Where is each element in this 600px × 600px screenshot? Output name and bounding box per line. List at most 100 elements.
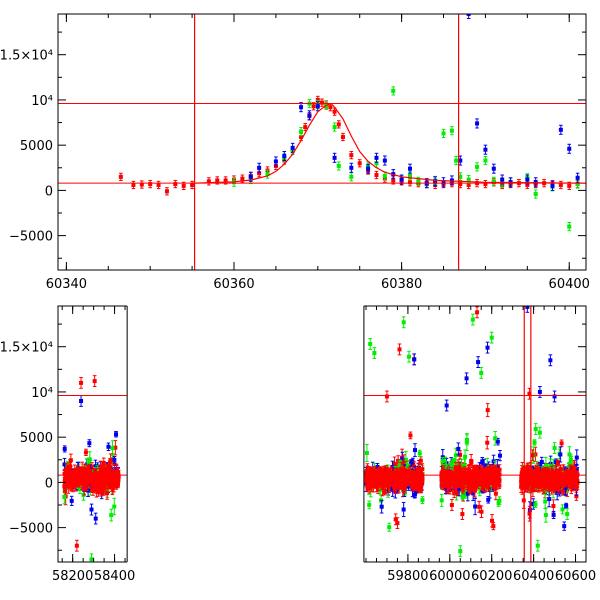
data-point: [131, 182, 136, 187]
data-point: [91, 484, 96, 489]
data-point: [458, 158, 463, 163]
data-point: [456, 446, 461, 451]
data-point: [420, 498, 425, 503]
data-point: [408, 173, 412, 178]
top-panel: 60340 60360 60380 60400 −5000 0 5000 10⁴ 1.5×10⁴: [0, 13, 590, 292]
data-point: [62, 484, 67, 489]
data-point: [112, 474, 117, 479]
data-point: [381, 478, 386, 483]
data-point: [282, 154, 287, 159]
data-point: [65, 462, 70, 467]
data-point: [315, 104, 320, 109]
data-point: [401, 460, 406, 465]
data-point: [103, 478, 108, 483]
data-point: [332, 125, 337, 130]
data-point: [417, 451, 422, 456]
data-point: [370, 470, 375, 475]
data-point: [495, 439, 500, 444]
data-point: [452, 491, 457, 496]
data-point: [102, 470, 107, 475]
data-point: [374, 474, 379, 479]
data-point: [477, 465, 482, 470]
data-point: [454, 158, 459, 163]
data-point: [364, 478, 369, 483]
data-point: [420, 467, 425, 472]
y-tick-label: 10⁴: [31, 94, 53, 109]
data-point: [82, 467, 87, 472]
data-point: [336, 122, 341, 127]
data-point: [68, 476, 73, 481]
bottom-panel: 58200 58400 59800 60000 60200 60400 60600−5000…: [0, 304, 596, 584]
data-point: [311, 104, 316, 109]
y-tick-label: −5000: [9, 230, 53, 245]
data-point: [483, 158, 488, 163]
data-point: [441, 131, 446, 136]
data-point: [412, 492, 417, 497]
data-point: [148, 182, 153, 187]
data-point: [403, 472, 408, 477]
axes-frame: [57, 13, 587, 271]
data-point: [109, 513, 114, 518]
data-point: [365, 486, 370, 491]
data-point: [392, 483, 397, 488]
data-point: [475, 121, 480, 126]
data-point: [112, 457, 117, 462]
data-point: [406, 484, 411, 489]
data-point: [448, 487, 453, 492]
data-point: [303, 125, 308, 130]
data-point: [105, 491, 110, 496]
data-point: [96, 490, 101, 495]
data-point: [475, 164, 480, 169]
data-point: [409, 474, 414, 479]
data-point: [408, 433, 413, 438]
data-point: [70, 476, 75, 481]
model-curve: [192, 102, 586, 184]
data-point: [374, 161, 379, 166]
data-point: [392, 476, 397, 481]
data-point: [411, 467, 416, 472]
data-point: [558, 182, 563, 187]
data-point: [387, 525, 392, 530]
data-point: [491, 166, 496, 171]
data-point: [479, 509, 484, 514]
data-point: [299, 135, 304, 140]
data-point: [113, 445, 118, 450]
data-point: [94, 483, 99, 488]
data-point: [62, 462, 67, 467]
data-point: [82, 487, 87, 492]
data-point: [92, 477, 97, 482]
data-point: [107, 469, 112, 474]
data-point: [389, 475, 394, 480]
data-point: [567, 183, 572, 188]
data-point: [97, 483, 102, 488]
data-point: [466, 14, 471, 16]
data-point: [387, 469, 392, 474]
data-point: [190, 182, 195, 187]
data-point: [376, 487, 381, 492]
y-tick-label: 1.5×10⁴: [0, 49, 53, 64]
data-point: [417, 481, 422, 486]
data-point: [215, 178, 220, 183]
data-point: [69, 498, 74, 503]
data-point: [449, 128, 454, 133]
data-point: [365, 475, 370, 480]
data-point: [63, 476, 68, 481]
data-point: [575, 182, 580, 187]
data-point: [63, 478, 68, 483]
data-point: [90, 481, 95, 486]
data-point: [458, 182, 463, 187]
data-point: [487, 487, 492, 492]
data-point: [466, 182, 471, 187]
data-point: [107, 481, 112, 486]
data-point: [62, 446, 67, 451]
plot-area: [58, 14, 586, 270]
data-point: [420, 477, 425, 482]
data-point: [99, 490, 104, 495]
data-point: [567, 224, 572, 229]
data-point: [118, 174, 123, 179]
data-point: [567, 146, 572, 151]
data-point: [164, 189, 169, 194]
data-point: [95, 475, 100, 480]
data-point: [382, 173, 387, 178]
data-point: [395, 487, 400, 492]
